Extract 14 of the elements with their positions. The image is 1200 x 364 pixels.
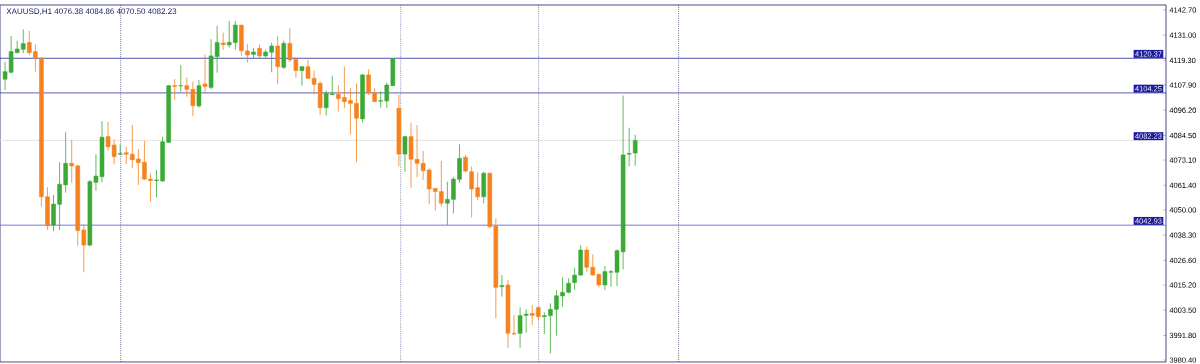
candlestick (481, 171, 486, 204)
candlestick (172, 78, 177, 101)
candlestick (275, 35, 280, 85)
chart-title: XAUUSD,H1 4076.38 4084.86 4070.50 4082.23 (6, 8, 177, 15)
candlestick (117, 143, 123, 156)
candlestick (499, 274, 505, 298)
candlestick (299, 65, 305, 87)
candlestick (402, 135, 408, 173)
candlestick (220, 32, 226, 51)
candlestick (178, 64, 184, 93)
candlestick (366, 68, 371, 96)
candlestick (196, 79, 202, 109)
candlestick (281, 40, 287, 70)
candlestick (202, 53, 208, 93)
